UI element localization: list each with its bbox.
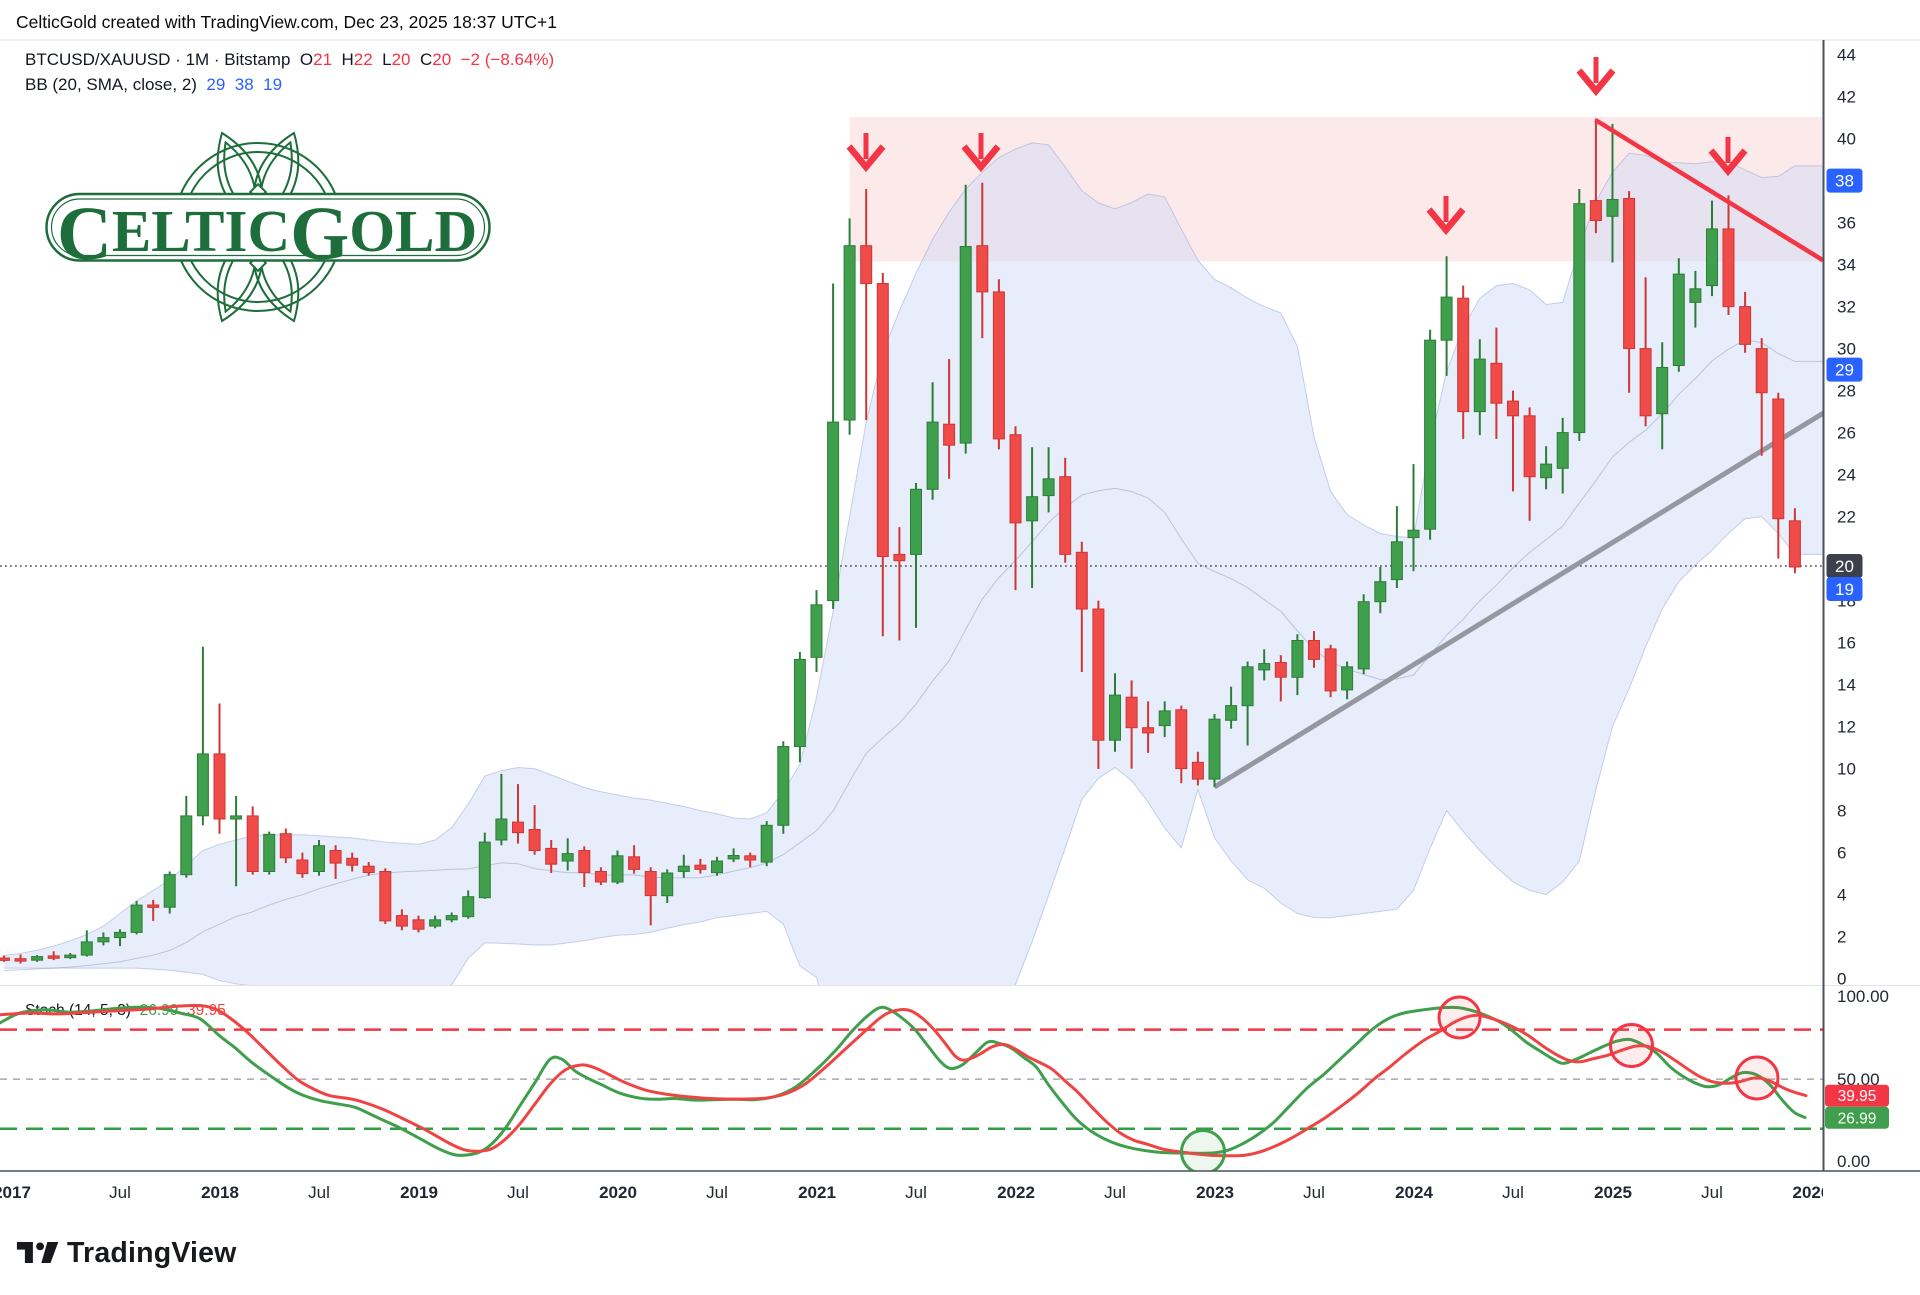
svg-text:2019: 2019 bbox=[400, 1183, 438, 1202]
svg-text:29: 29 bbox=[1835, 361, 1854, 380]
svg-text:2020: 2020 bbox=[599, 1183, 637, 1202]
svg-text:Jul: Jul bbox=[706, 1183, 728, 1202]
svg-text:Jul: Jul bbox=[109, 1183, 131, 1202]
svg-text:8: 8 bbox=[1837, 802, 1846, 821]
svg-text:4: 4 bbox=[1837, 886, 1846, 905]
svg-text:44: 44 bbox=[1837, 46, 1856, 65]
svg-text:2: 2 bbox=[1837, 928, 1846, 947]
svg-text:38: 38 bbox=[1835, 172, 1854, 191]
svg-text:100.00: 100.00 bbox=[1837, 987, 1889, 1006]
svg-text:Jul: Jul bbox=[1104, 1183, 1126, 1202]
svg-text:26: 26 bbox=[1837, 424, 1856, 443]
svg-text:10: 10 bbox=[1837, 760, 1856, 779]
svg-text:26.99: 26.99 bbox=[1838, 1110, 1877, 1127]
svg-text:50.00: 50.00 bbox=[1837, 1070, 1880, 1089]
svg-text:CelticGold created with Tradin: CelticGold created with TradingView.com,… bbox=[16, 12, 557, 32]
svg-text:0: 0 bbox=[1837, 970, 1846, 989]
svg-text:16: 16 bbox=[1837, 634, 1856, 653]
svg-text:6: 6 bbox=[1837, 844, 1846, 863]
svg-text:Jul: Jul bbox=[308, 1183, 330, 1202]
svg-text:2024: 2024 bbox=[1395, 1183, 1433, 1202]
svg-text:Jul: Jul bbox=[1303, 1183, 1325, 1202]
svg-text:BB (20, SMA, close, 2) 29 38: BB (20, SMA, close, 2) 29 38 19 bbox=[25, 75, 282, 94]
svg-text:12: 12 bbox=[1837, 718, 1856, 737]
svg-text:Jul: Jul bbox=[507, 1183, 529, 1202]
svg-text:Jul: Jul bbox=[905, 1183, 927, 1202]
svg-text:20: 20 bbox=[1835, 557, 1854, 576]
svg-text:BTCUSD/XAUUSD · 1M · Bitstamp: BTCUSD/XAUUSD · 1M · Bitstamp O21 H22 L2… bbox=[25, 50, 554, 69]
svg-text:40: 40 bbox=[1837, 130, 1856, 149]
svg-text:CELTICGOLD: CELTICGOLD bbox=[57, 192, 477, 276]
svg-text:32: 32 bbox=[1837, 298, 1856, 317]
svg-text:36: 36 bbox=[1837, 214, 1856, 233]
svg-text:24: 24 bbox=[1837, 466, 1856, 485]
svg-text:2025: 2025 bbox=[1594, 1183, 1632, 1202]
svg-text:Jul: Jul bbox=[1701, 1183, 1723, 1202]
svg-text:14: 14 bbox=[1837, 676, 1856, 695]
svg-text:2026: 2026 bbox=[1792, 1183, 1830, 1202]
svg-text:2017: 2017 bbox=[0, 1183, 31, 1202]
svg-text:30: 30 bbox=[1837, 340, 1856, 359]
svg-text:0.00: 0.00 bbox=[1837, 1152, 1870, 1171]
svg-text:TradingView: TradingView bbox=[67, 1237, 237, 1269]
svg-text:42: 42 bbox=[1837, 88, 1856, 107]
svg-text:2023: 2023 bbox=[1196, 1183, 1234, 1202]
svg-text:19: 19 bbox=[1835, 580, 1854, 599]
svg-text:2021: 2021 bbox=[798, 1183, 836, 1202]
svg-text:2018: 2018 bbox=[201, 1183, 239, 1202]
svg-text:34: 34 bbox=[1837, 256, 1856, 275]
svg-text:22: 22 bbox=[1837, 508, 1856, 527]
svg-text:39.95: 39.95 bbox=[1838, 1088, 1877, 1105]
svg-text:2022: 2022 bbox=[997, 1183, 1035, 1202]
svg-text:Jul: Jul bbox=[1502, 1183, 1524, 1202]
svg-text:28: 28 bbox=[1837, 382, 1856, 401]
